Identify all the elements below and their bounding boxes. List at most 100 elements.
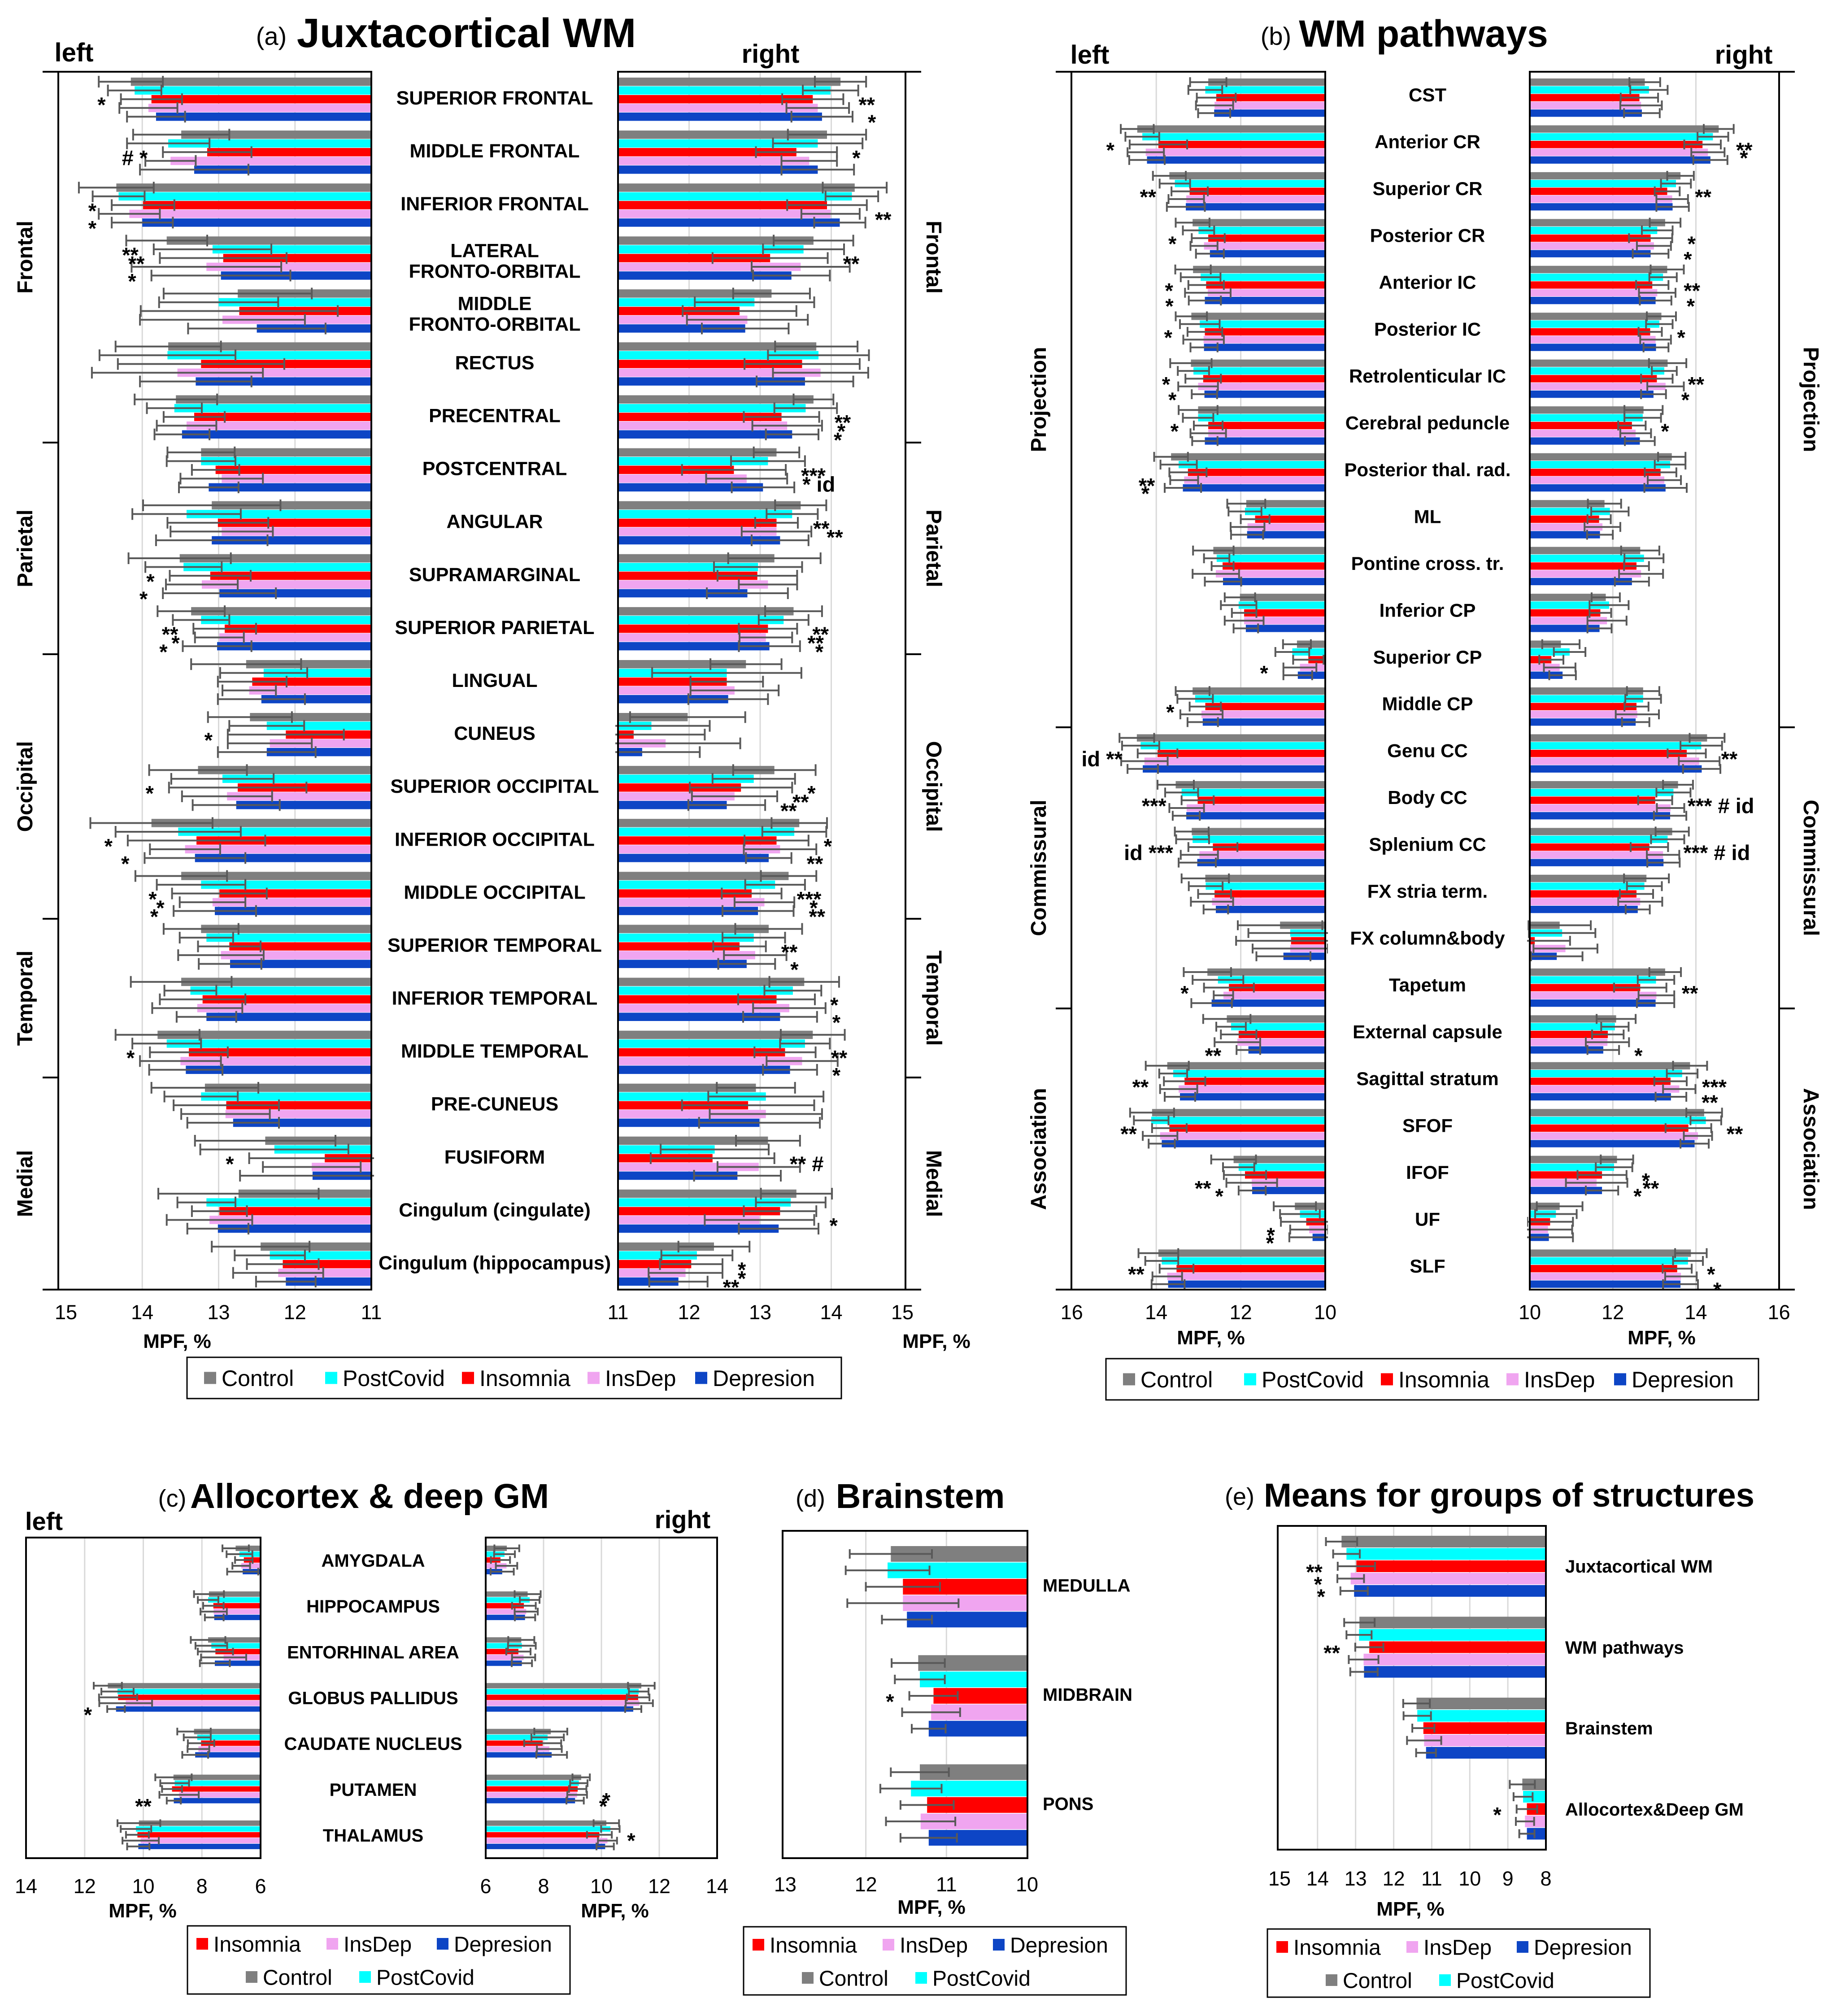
- svg-text:UF: UF: [1415, 1208, 1440, 1230]
- svg-text:16: 16: [1061, 1301, 1083, 1324]
- svg-text:*: *: [1164, 326, 1173, 349]
- svg-text:*: *: [837, 419, 846, 443]
- svg-text:MIDDLE: MIDDLE: [458, 293, 532, 314]
- svg-text:Temporal: Temporal: [922, 951, 945, 1046]
- svg-text:*: *: [1314, 1572, 1323, 1596]
- svg-text:11: 11: [1421, 1867, 1442, 1890]
- svg-text:13: 13: [207, 1301, 230, 1324]
- svg-text:*: *: [599, 1794, 608, 1818]
- svg-text:*: *: [1688, 232, 1696, 256]
- svg-text:*: *: [156, 896, 165, 920]
- svg-text:MPF, %: MPF, %: [1376, 1898, 1445, 1920]
- svg-text:Depresion: Depresion: [713, 1366, 815, 1391]
- svg-text:*: *: [1677, 326, 1686, 349]
- svg-text:10: 10: [590, 1875, 613, 1898]
- svg-text:*: *: [104, 834, 113, 858]
- svg-text:*: *: [1633, 1184, 1642, 1208]
- svg-text:THALAMUS: THALAMUS: [323, 1826, 423, 1846]
- svg-text:*: *: [226, 1152, 234, 1176]
- svg-text:*: *: [1684, 248, 1692, 271]
- svg-text:16: 16: [1768, 1301, 1790, 1324]
- svg-text:right: right: [655, 1505, 710, 1534]
- svg-text:MPF, %: MPF, %: [143, 1330, 211, 1352]
- svg-text:GLOBUS PALLIDUS: GLOBUS PALLIDUS: [288, 1689, 458, 1708]
- svg-text:Posterior IC: Posterior IC: [1374, 319, 1481, 340]
- svg-text:15: 15: [891, 1301, 914, 1324]
- svg-text:Parietal: Parietal: [13, 509, 37, 587]
- svg-text:PRE-CUNEUS: PRE-CUNEUS: [431, 1094, 558, 1115]
- svg-text:*: *: [1166, 700, 1175, 724]
- svg-text:FX stria term.: FX stria term.: [1367, 881, 1488, 902]
- svg-text:*** # id: *** # id: [1688, 794, 1754, 818]
- svg-text:Inferior CP: Inferior CP: [1380, 600, 1476, 621]
- svg-text:MEDULLA: MEDULLA: [1043, 1576, 1131, 1596]
- svg-text:**: **: [812, 622, 829, 646]
- svg-text:**: **: [792, 790, 809, 814]
- svg-text:**: **: [809, 905, 826, 929]
- svg-text:ML: ML: [1414, 506, 1441, 527]
- svg-text:Frontal: Frontal: [13, 221, 37, 294]
- svg-text:FRONTO-ORBITAL: FRONTO-ORBITAL: [409, 261, 581, 282]
- svg-text:*: *: [121, 852, 130, 875]
- svg-text:FRONTO-ORBITAL: FRONTO-ORBITAL: [409, 313, 581, 335]
- svg-text:Occipital: Occipital: [922, 741, 945, 832]
- svg-text:*: *: [868, 110, 876, 134]
- svg-text:Depresion: Depresion: [1010, 1933, 1108, 1957]
- svg-text:*: *: [815, 640, 824, 664]
- svg-text:CUNEUS: CUNEUS: [454, 723, 535, 744]
- svg-text:Insomnia: Insomnia: [1293, 1936, 1381, 1960]
- svg-text:Juxtacortical WM: Juxtacortical WM: [297, 10, 636, 56]
- svg-text:SLF: SLF: [1410, 1256, 1445, 1277]
- svg-text:*: *: [790, 958, 799, 982]
- svg-text:11: 11: [936, 1873, 957, 1896]
- svg-text:*: *: [1165, 294, 1174, 318]
- svg-text:*: *: [1707, 1262, 1715, 1286]
- svg-text:*: *: [832, 1064, 841, 1087]
- svg-text:# *: # *: [122, 146, 148, 169]
- svg-text:*: *: [1165, 279, 1174, 303]
- svg-text:Cerebral peduncle: Cerebral peduncle: [1345, 413, 1510, 434]
- svg-text:INFERIOR FRONTAL: INFERIOR FRONTAL: [400, 193, 589, 215]
- svg-text:Commissural: Commissural: [1799, 799, 1823, 936]
- svg-text:InsDep: InsDep: [344, 1933, 412, 1956]
- svg-text:PostCovid: PostCovid: [343, 1366, 445, 1391]
- svg-text:**: **: [1139, 474, 1155, 498]
- svg-text:Posterior thal. rad.: Posterior thal. rad.: [1344, 459, 1510, 480]
- svg-text:***: ***: [1142, 794, 1167, 818]
- svg-text:RECTUS: RECTUS: [455, 352, 535, 374]
- svg-text:*: *: [1634, 1044, 1643, 1068]
- svg-text:Superior CR: Superior CR: [1372, 178, 1482, 199]
- svg-text:12: 12: [678, 1301, 700, 1324]
- svg-text:Sagittal stratum: Sagittal stratum: [1356, 1068, 1498, 1089]
- svg-text:10: 10: [1314, 1301, 1336, 1324]
- svg-text:Parietal: Parietal: [922, 509, 945, 587]
- svg-text:*: *: [852, 146, 861, 169]
- svg-text:*: *: [139, 587, 148, 611]
- svg-text:Control: Control: [1140, 1367, 1213, 1392]
- svg-text:**: **: [1323, 1641, 1340, 1664]
- svg-text:**: **: [1120, 1122, 1137, 1146]
- svg-text:SUPERIOR TEMPORAL: SUPERIOR TEMPORAL: [387, 934, 602, 956]
- svg-text:Occipital: Occipital: [13, 741, 37, 832]
- svg-text:(d): (d): [796, 1485, 825, 1512]
- svg-text:12: 12: [1230, 1301, 1252, 1324]
- svg-text:**: **: [1132, 1075, 1149, 1099]
- svg-text:SUPERIOR OCCIPITAL: SUPERIOR OCCIPITAL: [390, 776, 599, 797]
- svg-text:(a): (a): [256, 22, 287, 50]
- svg-text:Insomnia: Insomnia: [213, 1933, 301, 1956]
- svg-text:Allocortex&Deep GM: Allocortex&Deep GM: [1565, 1800, 1744, 1820]
- svg-text:Anterior CR: Anterior CR: [1375, 131, 1480, 152]
- svg-text:*: *: [128, 269, 136, 293]
- svg-text:**: **: [128, 252, 145, 275]
- svg-text:12: 12: [1602, 1301, 1624, 1324]
- svg-text:SFOF: SFOF: [1402, 1115, 1453, 1136]
- svg-text:right: right: [742, 39, 800, 69]
- svg-text:**: **: [723, 1275, 740, 1299]
- svg-text:*: *: [738, 1258, 746, 1282]
- svg-text:*: *: [832, 1011, 841, 1034]
- svg-text:**: **: [1727, 1122, 1743, 1146]
- svg-text:SUPERIOR PARIETAL: SUPERIOR PARIETAL: [395, 617, 594, 639]
- svg-text:**: **: [1140, 185, 1157, 209]
- svg-text:*: *: [602, 1789, 611, 1812]
- svg-text:MIDBRAIN: MIDBRAIN: [1043, 1685, 1132, 1705]
